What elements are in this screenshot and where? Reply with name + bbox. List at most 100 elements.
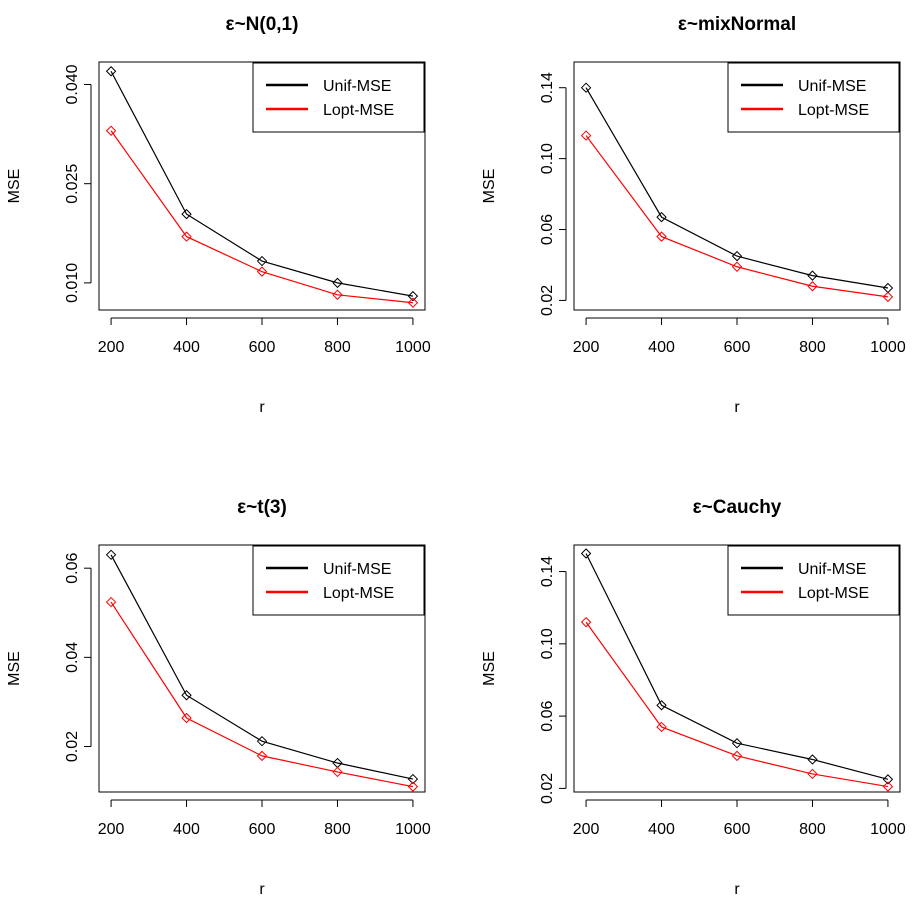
y-axis-label: MSE [6,169,23,204]
data-point [731,261,743,272]
legend-label: Lopt-MSE [323,585,394,602]
y-tick-label: 0.04 [64,642,81,673]
legend-box [727,545,900,616]
y-tick-label: 0.02 [64,731,81,762]
data-point [656,231,667,242]
x-tick-label: 200 [573,339,600,356]
y-tick-label: 0.10 [539,143,556,174]
series-line-1 [585,553,889,780]
data-point [332,766,343,778]
x-tick-label: 1000 [395,339,431,356]
x-tick-label: 600 [249,821,276,838]
data-point [656,700,667,711]
legend-label: Unif-MSE [323,561,391,578]
x-tick-label: 600 [724,339,751,356]
data-point [181,231,192,242]
data-point [407,297,419,308]
data-point [580,548,592,559]
data-point [105,66,117,77]
data-point [580,82,592,93]
x-tick-label: 400 [173,339,200,356]
legend-box [727,62,900,133]
chart-panel-2: ε~mixNormal 200 400 600 800 1000 r 0.02 0.06 0.10… [481,14,906,416]
data-point [256,750,268,762]
x-tick-label: 1000 [395,821,431,838]
x-axis-label: r [734,881,740,898]
data-point [580,616,592,628]
data-point [332,289,343,300]
legend-box [252,545,425,616]
y-tick-label: 0.14 [539,556,556,587]
data-point [407,781,419,792]
x-tick-label: 800 [799,339,826,356]
data-point [882,774,894,785]
data-point [807,281,818,292]
y-tick-label: 0.06 [539,700,556,731]
x-tick-label: 200 [573,821,600,838]
data-point [105,549,117,561]
data-point [181,690,192,701]
x-tick-label: 600 [249,339,276,356]
data-point [731,250,743,262]
series-line-2 [110,130,413,304]
data-point [882,781,894,792]
x-tick-label: 400 [648,339,675,356]
data-point [105,125,117,136]
series-line-2 [585,135,889,298]
chart-title: ε~N(0,1) [226,14,299,35]
data-point [731,738,743,749]
y-tick-label: 0.14 [539,72,556,103]
chart-title: ε~Cauchy [693,497,782,518]
plot-frame [98,544,426,793]
data-point [256,255,268,267]
data-point [407,773,419,785]
x-tick-label: 800 [799,821,826,838]
plot-frame [573,544,901,793]
x-tick-label: 600 [724,821,751,838]
data-point [105,596,117,608]
data-point [731,750,743,762]
series-line-1 [110,554,414,780]
legend-label: Unif-MSE [323,78,391,95]
y-tick-label: 0.02 [539,285,556,316]
chart-title: ε~t(3) [237,497,287,518]
legend-label: Unif-MSE [798,561,866,578]
data-point [882,291,894,303]
x-tick-label: 400 [648,821,675,838]
data-point [332,277,343,289]
chart-panel-1: ε~N(0,1) 200 400 600 800 1000 r 0.010 0.025 0.040… [6,14,431,416]
y-tick-label: 0.025 [64,164,81,204]
x-tick-label: 200 [98,821,125,838]
y-axis-label: MSE [6,651,23,686]
y-axis-label: MSE [481,651,498,686]
data-point [256,735,268,747]
data-point [807,768,818,780]
x-tick-label: 200 [98,339,125,356]
x-axis-label: r [734,399,740,416]
data-point [256,266,268,277]
data-point [807,270,818,281]
series-line-1 [585,87,889,289]
chart-panel-4: ε~Cauchy 200 400 600 800 1000 r 0.02 0.06 0.10 0.1… [481,497,906,898]
y-tick-label: 0.06 [64,553,81,584]
legend-label: Unif-MSE [798,78,866,95]
x-tick-label: 1000 [870,339,906,356]
data-point [656,721,667,733]
y-tick-label: 0.02 [539,773,556,804]
data-point [807,754,818,765]
y-tick-label: 0.040 [64,64,81,104]
data-point [580,130,592,141]
y-axis-label: MSE [481,169,498,204]
series-line-2 [585,621,889,788]
legend-label: Lopt-MSE [798,585,869,602]
x-tick-label: 800 [324,821,351,838]
data-point [181,208,192,220]
plot-frame [573,61,901,311]
legend-label: Lopt-MSE [323,102,394,119]
y-tick-label: 0.10 [539,628,556,659]
x-tick-label: 800 [324,339,351,356]
y-tick-label: 0.06 [539,214,556,245]
plot-frame [98,61,426,311]
